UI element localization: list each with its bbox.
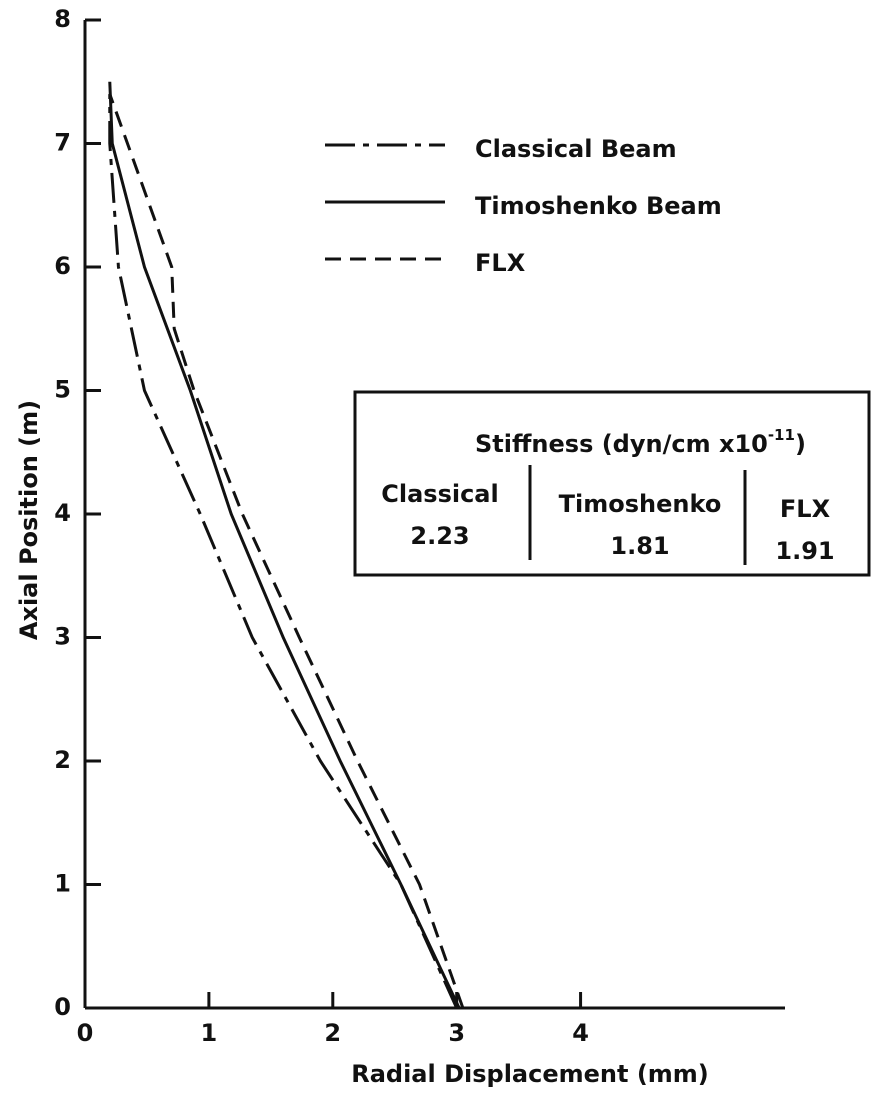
stiffness-title-end: ) [795,430,806,458]
x-tick-label: 0 [77,1019,94,1047]
y-tick-label: 0 [54,993,71,1021]
legend-label: FLX [475,249,526,277]
legend-label: Timoshenko Beam [475,192,722,220]
table-column-name: FLX [780,495,831,523]
x-tick-label: 2 [324,1019,341,1047]
table-value: 1.91 [775,537,834,565]
y-tick-label: 7 [54,129,71,157]
table-value: 2.23 [410,522,469,550]
stiffness-title: Stiffness (dyn/cm x10-11) [475,426,806,459]
y-tick-label: 2 [54,746,71,774]
x-tick-label: 3 [448,1019,465,1047]
table-column-name: Classical [381,480,498,508]
x-axis-label: Radial Displacement (mm) [351,1060,709,1088]
x-tick-label: 4 [572,1019,589,1047]
y-tick-label: 4 [54,499,71,527]
legend-label: Classical Beam [475,135,677,163]
stiffness-exponent: -11 [768,426,795,444]
series-line [108,81,461,1009]
y-tick-label: 5 [54,376,71,404]
table-value: 1.81 [610,532,669,560]
stiffness-title-text: Stiffness (dyn/cm x10 [475,430,768,458]
table-column-name: Timoshenko [559,490,722,518]
y-tick-label: 8 [54,5,71,33]
y-tick-label: 3 [54,623,71,651]
series-line [108,93,465,1009]
x-tick-label: 1 [201,1019,218,1047]
series-line [108,94,459,1009]
y-axis-label: Axial Position (m) [15,400,43,640]
y-tick-label: 6 [54,252,71,280]
stiffness-box [353,390,871,577]
y-tick-label: 1 [54,870,71,898]
